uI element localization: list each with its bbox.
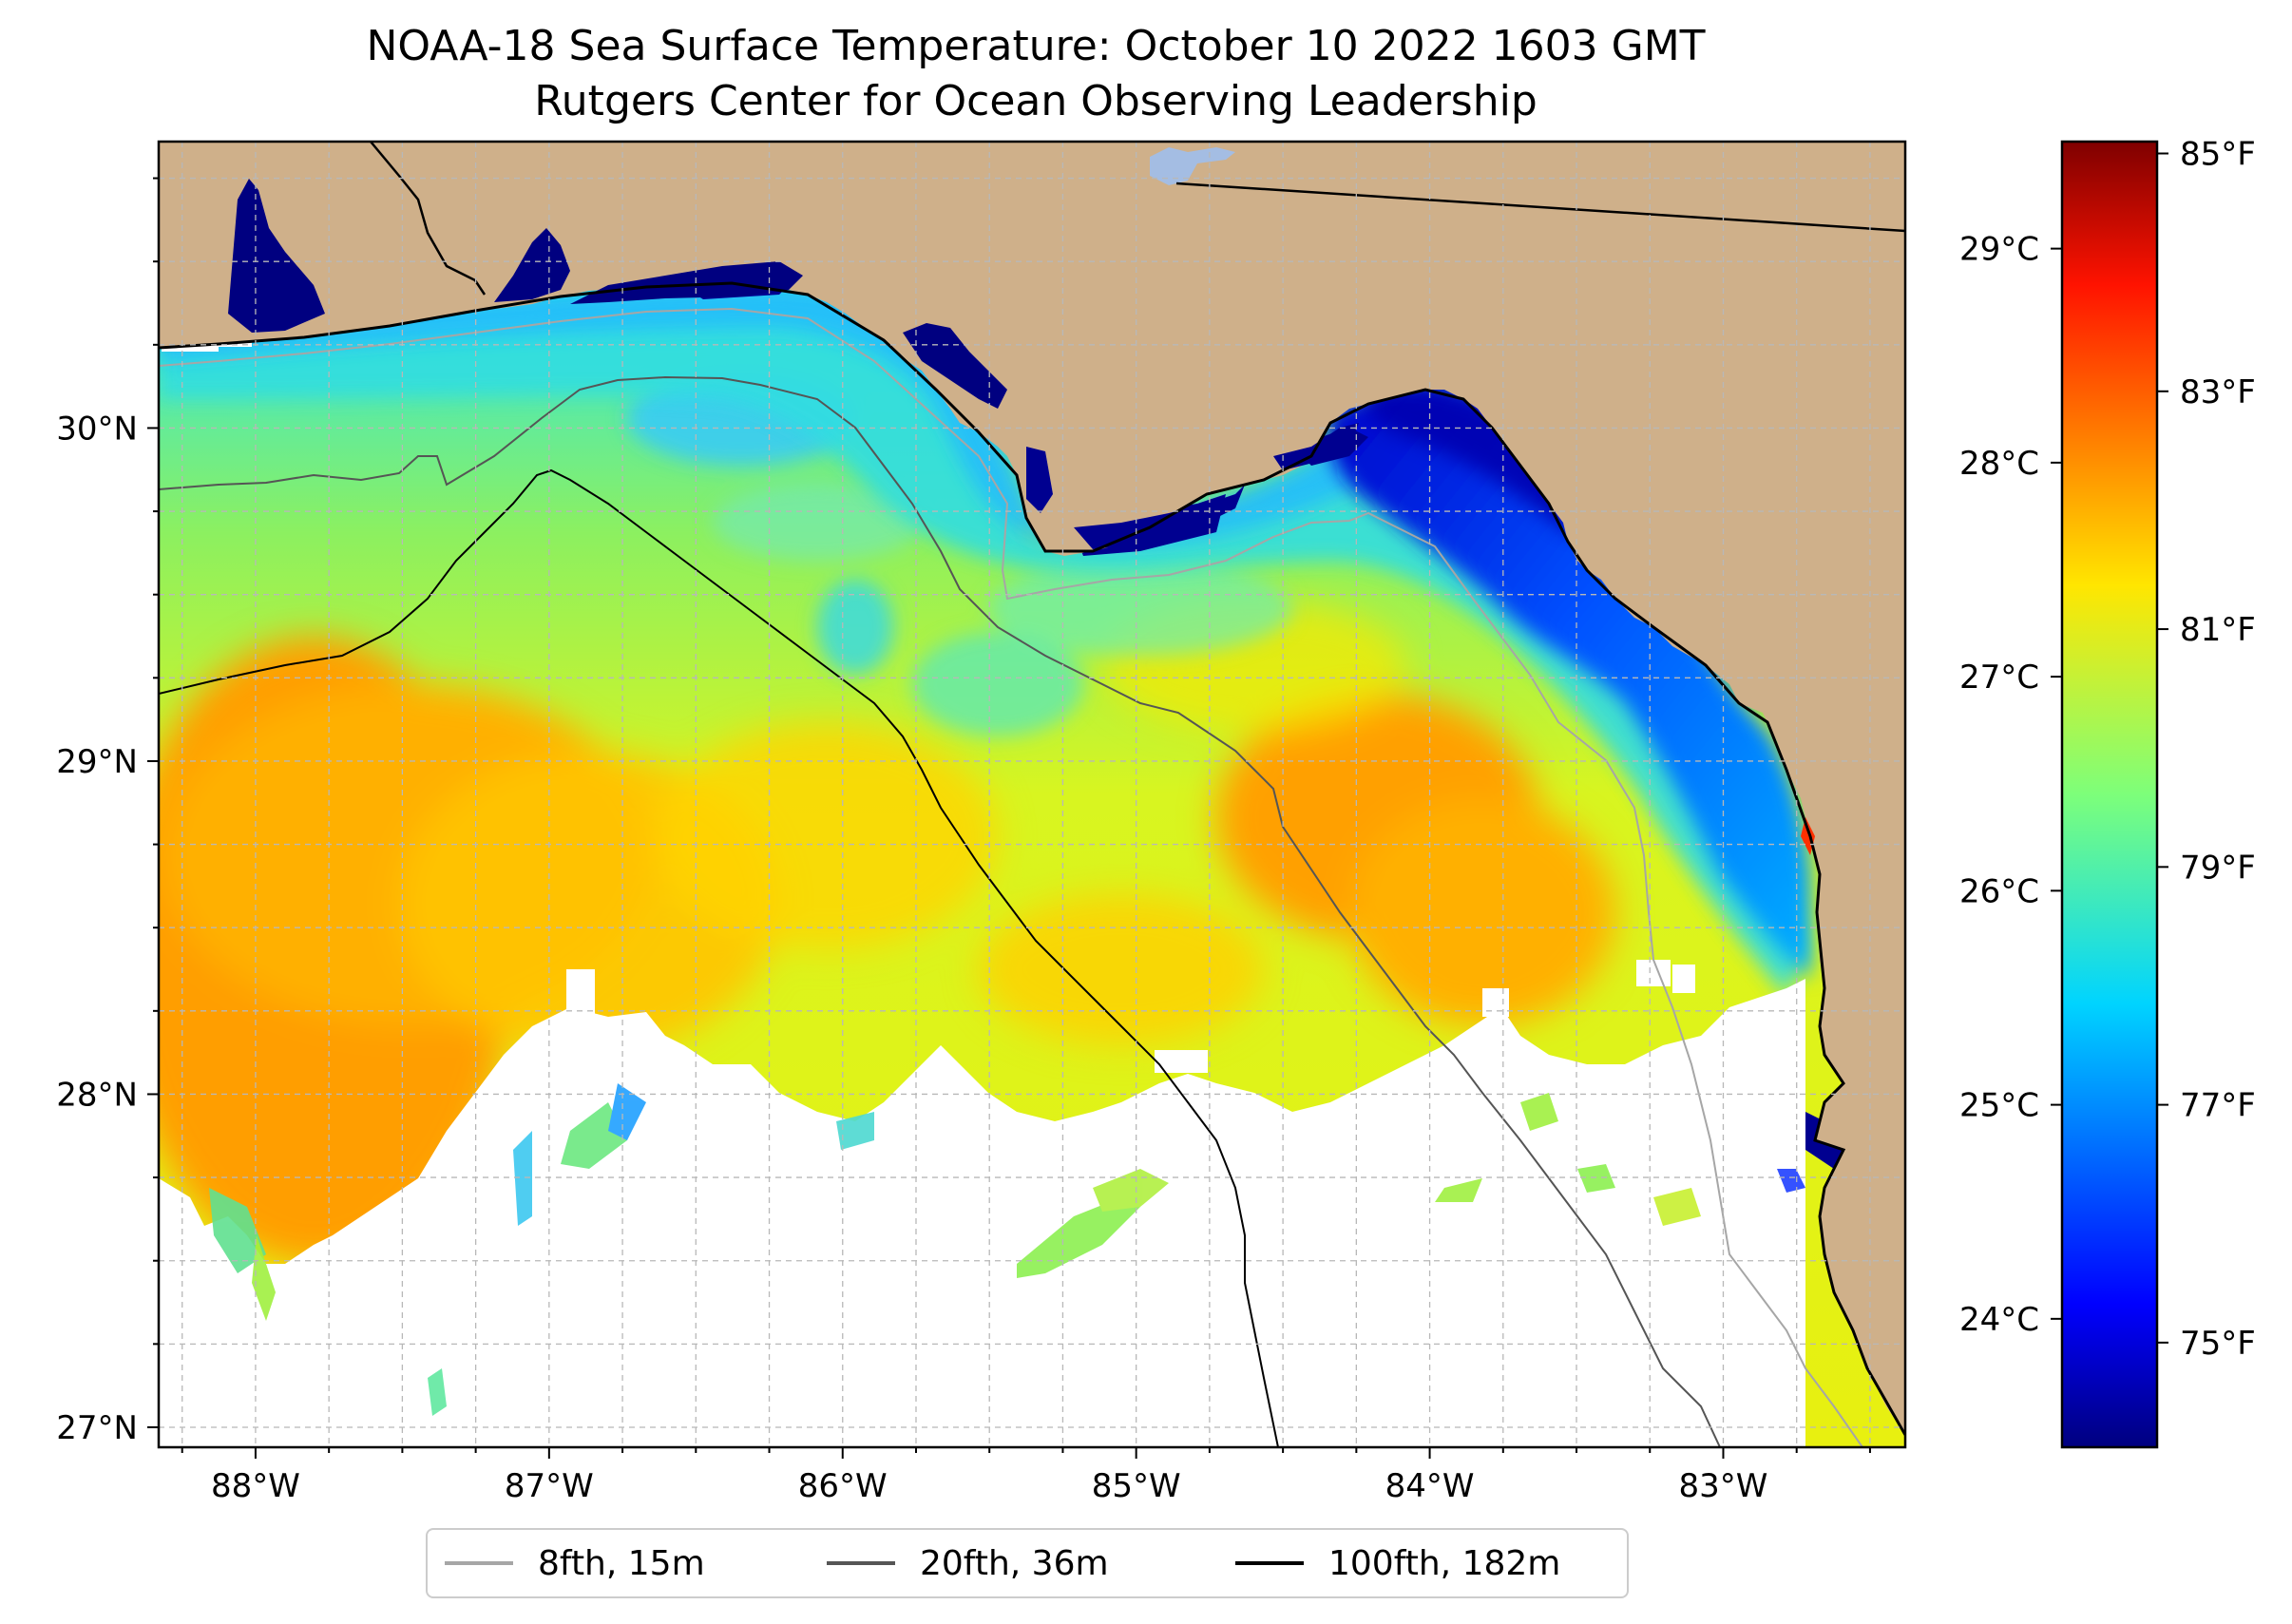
legend-label-20fth: 20fth, 36m: [920, 1543, 1109, 1583]
lon-tick-label: 85°W: [1092, 1467, 1181, 1505]
celsius-tick-label: 24°C: [1959, 1301, 2039, 1339]
celsius-tick-label: 29°C: [1959, 231, 2039, 269]
map-gridlines: [159, 142, 1905, 1447]
fahrenheit-tick-label: 83°F: [2180, 373, 2256, 411]
legend-item-100fth: 100fth, 182m: [1235, 1530, 1560, 1596]
legend-item-20fth: 20fth, 36m: [827, 1530, 1109, 1596]
lon-tick-label: 86°W: [798, 1467, 888, 1505]
cloud-no-data-region: [159, 979, 1805, 1447]
map-title: NOAA-18 Sea Surface Temperature: October…: [366, 22, 1706, 70]
lat-tick-label: 30°N: [56, 410, 138, 448]
lat-tick-label: 27°N: [56, 1409, 138, 1447]
lake: [1150, 147, 1235, 185]
big-bend-cold-water: [1327, 380, 1810, 979]
bays-on-land: [228, 179, 1815, 855]
fahrenheit-tick-label: 81°F: [2180, 611, 2256, 649]
map-subtitle: Rutgers Center for Ocean Observing Leade…: [534, 77, 1538, 125]
state-boundary-ga-fl: [1175, 182, 1905, 233]
lon-tick-label: 83°W: [1679, 1467, 1768, 1505]
fahrenheit-tick-label: 75°F: [2180, 1325, 2256, 1363]
legend-label-8fth: 8fth, 15m: [538, 1543, 705, 1583]
lat-tick-label: 28°N: [56, 1076, 138, 1114]
sst-plot-area: [159, 142, 1905, 1447]
plot-frame: [157, 140, 1907, 1449]
fahrenheit-tick-label: 85°F: [2180, 136, 2256, 174]
colorbar: [2060, 140, 2159, 1449]
lon-tick-label: 84°W: [1385, 1467, 1475, 1505]
isobath-20fth-36m: [159, 375, 1721, 1447]
legend-swatch-8fth: [445, 1561, 513, 1565]
isobath-8fth-15m: [159, 307, 1863, 1447]
celsius-tick-label: 25°C: [1959, 1087, 2039, 1125]
celsius-tick-label: 28°C: [1959, 445, 2039, 483]
celsius-tick-label: 26°C: [1959, 872, 2039, 910]
legend-item-8fth: 8fth, 15m: [445, 1530, 705, 1596]
fahrenheit-tick-label: 79°F: [2180, 849, 2256, 887]
lon-tick-label: 88°W: [211, 1467, 300, 1505]
legend-swatch-100fth: [1235, 1561, 1304, 1565]
isobath-100fth-182m: [159, 468, 1279, 1447]
map-axis-ticks: 88°W 87°W 86°W 85°W 84°W 83°W 27°N 28°N 29°N 30°N: [56, 177, 1871, 1505]
colorbar-ticks: 24°C 25°C 26°C 27°C 28°C 29°C 75°F 77°F 79°F 81°F…: [1959, 136, 2256, 1363]
fahrenheit-tick-label: 77°F: [2180, 1087, 2256, 1125]
legend-swatch-20fth: [827, 1561, 895, 1565]
lon-tick-label: 87°W: [505, 1467, 594, 1505]
coastline: [159, 281, 1905, 1436]
warm-water-patches: [159, 599, 1615, 1264]
legend-label-100fth: 100fth, 182m: [1328, 1543, 1561, 1583]
land-mass: [159, 142, 1905, 1435]
celsius-tick-label: 27°C: [1959, 659, 2039, 697]
isobath-legend: 8fth, 15m 20fth, 36m 100fth, 182m: [426, 1528, 1629, 1598]
lat-tick-label: 29°N: [56, 743, 138, 781]
